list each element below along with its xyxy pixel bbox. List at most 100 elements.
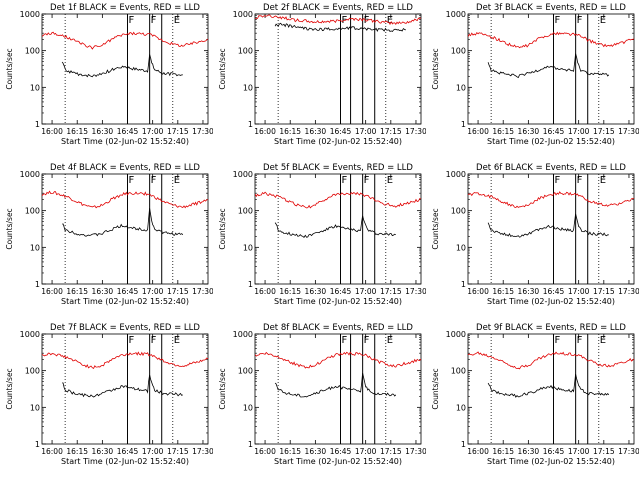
chart-title: Det 5f BLACK = Events, RED = LLD [263,163,413,173]
x-tick-label: 16:15 [66,287,88,296]
x-tick-label: 16:30 [518,127,540,136]
interval-label: F [577,15,583,26]
y-tick-label: 10 [243,83,253,92]
y-axis-label: Counts/sec [431,208,440,249]
interval-label: F [151,175,157,186]
x-tick-label: 16:00 [41,447,63,456]
y-tick-label: 10 [243,243,253,252]
y-tick-label: 1000 [233,10,253,19]
detector-chart-6: Det 6f BLACK = Events, RED = LLD 1 10 100 10… [431,163,639,306]
chart-title: Det 6f BLACK = Events, RED = LLD [476,163,626,173]
x-tick-label: 16:45 [543,447,565,456]
interval-label: F [129,15,135,26]
y-tick-label: 1000 [446,170,466,179]
plot-frame [41,173,209,285]
x-tick-label: 17:15 [167,287,189,296]
x-tick-label: 16:45 [117,127,139,136]
x-tick-label: 16:00 [467,127,489,136]
x-axis-label: Start Time (02-Jun-02 15:52:40) [487,137,615,146]
y-tick-label: 10 [456,243,466,252]
interval-label: F [577,335,583,346]
x-tick-label: 16:15 [66,127,88,136]
detector-chart-9: Det 9f BLACK = Events, RED = LLD 1 10 100 10… [431,323,639,466]
detector-chart-2: Det 2f BLACK = Events, RED = LLD 1 10 100 10… [218,3,426,146]
plot-frame [467,173,635,285]
y-tick-label: 100 [238,367,253,376]
y-tick-label: 1000 [20,330,40,339]
x-tick-label: 16:00 [41,287,63,296]
x-axis-label: Start Time (02-Jun-02 15:52:40) [61,457,189,466]
interval-label: E [174,15,180,26]
x-axis-label: Start Time (02-Jun-02 15:52:40) [274,297,402,306]
interval-label: E [600,15,606,26]
x-tick-label: 16:30 [92,287,114,296]
y-tick-label: 1000 [233,170,253,179]
events-series-line [274,372,397,398]
y-tick-label: 100 [238,47,253,56]
y-tick-label: 1 [35,440,40,449]
interval-label: F [555,15,561,26]
x-tick-label: 17:15 [593,447,615,456]
events-series-line [62,374,183,398]
x-tick-label: 17:00 [568,127,590,136]
chart-title: Det 3f BLACK = Events, RED = LLD [476,3,626,13]
x-tick-label: 16:15 [279,447,301,456]
x-tick-label: 17:15 [380,127,402,136]
x-tick-label: 16:45 [543,287,565,296]
x-tick-label: 17:00 [355,447,377,456]
events-series-line [62,208,184,237]
x-tick-label: 17:15 [380,287,402,296]
interval-label: E [387,175,393,186]
y-tick-label: 1 [35,120,40,129]
y-axis-label: Counts/sec [218,368,227,409]
plot-frame [254,333,422,445]
y-tick-label: 100 [25,367,40,376]
chart-title: Det 7f BLACK = Events, RED = LLD [50,323,200,333]
interval-label: F [555,175,561,186]
chart-title: Det 9f BLACK = Events, RED = LLD [476,323,626,333]
interval-label: F [342,175,348,186]
y-tick-label: 1000 [20,10,40,19]
x-tick-label: 16:45 [330,127,352,136]
detector-chart-1: Det 1f BLACK = Events, RED = LLD 1 10 100 10… [5,3,213,146]
y-tick-label: 1 [461,120,466,129]
y-tick-label: 1000 [233,330,253,339]
lld-series-line [255,191,421,209]
y-tick-label: 1 [248,280,253,289]
x-tick-label: 16:30 [92,127,114,136]
y-tick-label: 10 [30,403,40,412]
y-tick-label: 10 [456,83,466,92]
events-series-line [61,54,183,78]
interval-label: F [577,175,583,186]
y-tick-label: 10 [243,403,253,412]
x-tick-label: 17:00 [142,287,164,296]
interval-label: E [387,335,393,346]
interval-label: E [174,175,180,186]
y-tick-label: 1 [461,440,466,449]
lld-series-line [42,351,208,369]
x-tick-label: 17:15 [380,447,402,456]
lld-series-line [42,190,208,209]
x-tick-label: 17:30 [618,447,639,456]
y-tick-label: 1 [35,280,40,289]
y-tick-label: 10 [456,403,466,412]
y-tick-label: 100 [25,207,40,216]
interval-label: E [600,175,606,186]
x-tick-label: 17:30 [192,127,213,136]
events-series-line [274,22,406,33]
x-tick-label: 17:30 [192,447,213,456]
x-tick-label: 16:15 [66,447,88,456]
interval-label: F [129,175,135,186]
x-tick-label: 16:30 [518,287,540,296]
x-axis-label: Start Time (02-Jun-02 15:52:40) [487,457,615,466]
x-tick-label: 17:15 [167,127,189,136]
interval-label: E [387,15,393,26]
interval-label: F [342,335,348,346]
y-tick-label: 10 [30,243,40,252]
events-series-line [487,53,610,79]
y-tick-label: 100 [451,367,466,376]
events-series-line [487,213,609,238]
x-tick-label: 17:00 [355,127,377,136]
x-axis-label: Start Time (02-Jun-02 15:52:40) [61,137,189,146]
